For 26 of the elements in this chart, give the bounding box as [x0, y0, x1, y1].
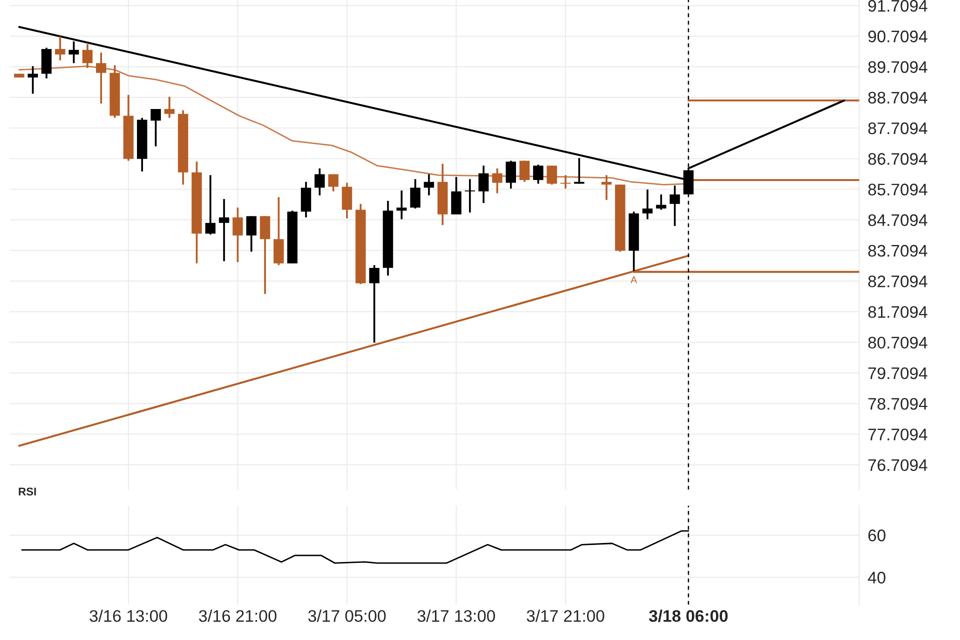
x-tick-label: 3/18 06:00	[649, 610, 728, 622]
x-tick-label: 3/16 21:00	[198, 610, 276, 622]
y-tick-label: 82.7094	[868, 276, 928, 288]
y-tick-label: 88.7094	[868, 92, 928, 104]
x-tick-label: 3/17 05:00	[308, 610, 386, 622]
y-tick-label: 90.7094	[868, 30, 928, 42]
y-tick-label: 76.7094	[868, 459, 928, 472]
y-tick-label: 60	[868, 530, 886, 542]
x-tick-label: 3/17 13:00	[418, 610, 495, 622]
y-tick-label: 80.7094	[868, 336, 928, 349]
y-tick-label: 87.7094	[868, 122, 928, 134]
chart-title: RSI	[18, 488, 36, 496]
y-tick-label: 83.7094	[868, 244, 928, 257]
y-tick-label: 79.7094	[868, 367, 928, 380]
y-tick-label: 77.7094	[868, 428, 928, 440]
y-tick-label: 85.7094	[868, 184, 928, 196]
y-tick-label: 91.7094	[868, 0, 928, 12]
y-tick-label: 86.7094	[868, 153, 928, 165]
y-tick-label: 40	[868, 572, 886, 584]
x-tick-label: 3/16 13:00	[90, 610, 168, 622]
x-tick-label: 3/17 21:00	[526, 610, 604, 622]
y-tick-label: 81.7094	[868, 306, 928, 318]
y-tick-label: 78.7094	[868, 398, 928, 410]
y-tick-label: 89.7094	[868, 61, 928, 73]
y-tick-label: 84.7094	[868, 214, 928, 226]
annotation: A	[630, 276, 638, 284]
